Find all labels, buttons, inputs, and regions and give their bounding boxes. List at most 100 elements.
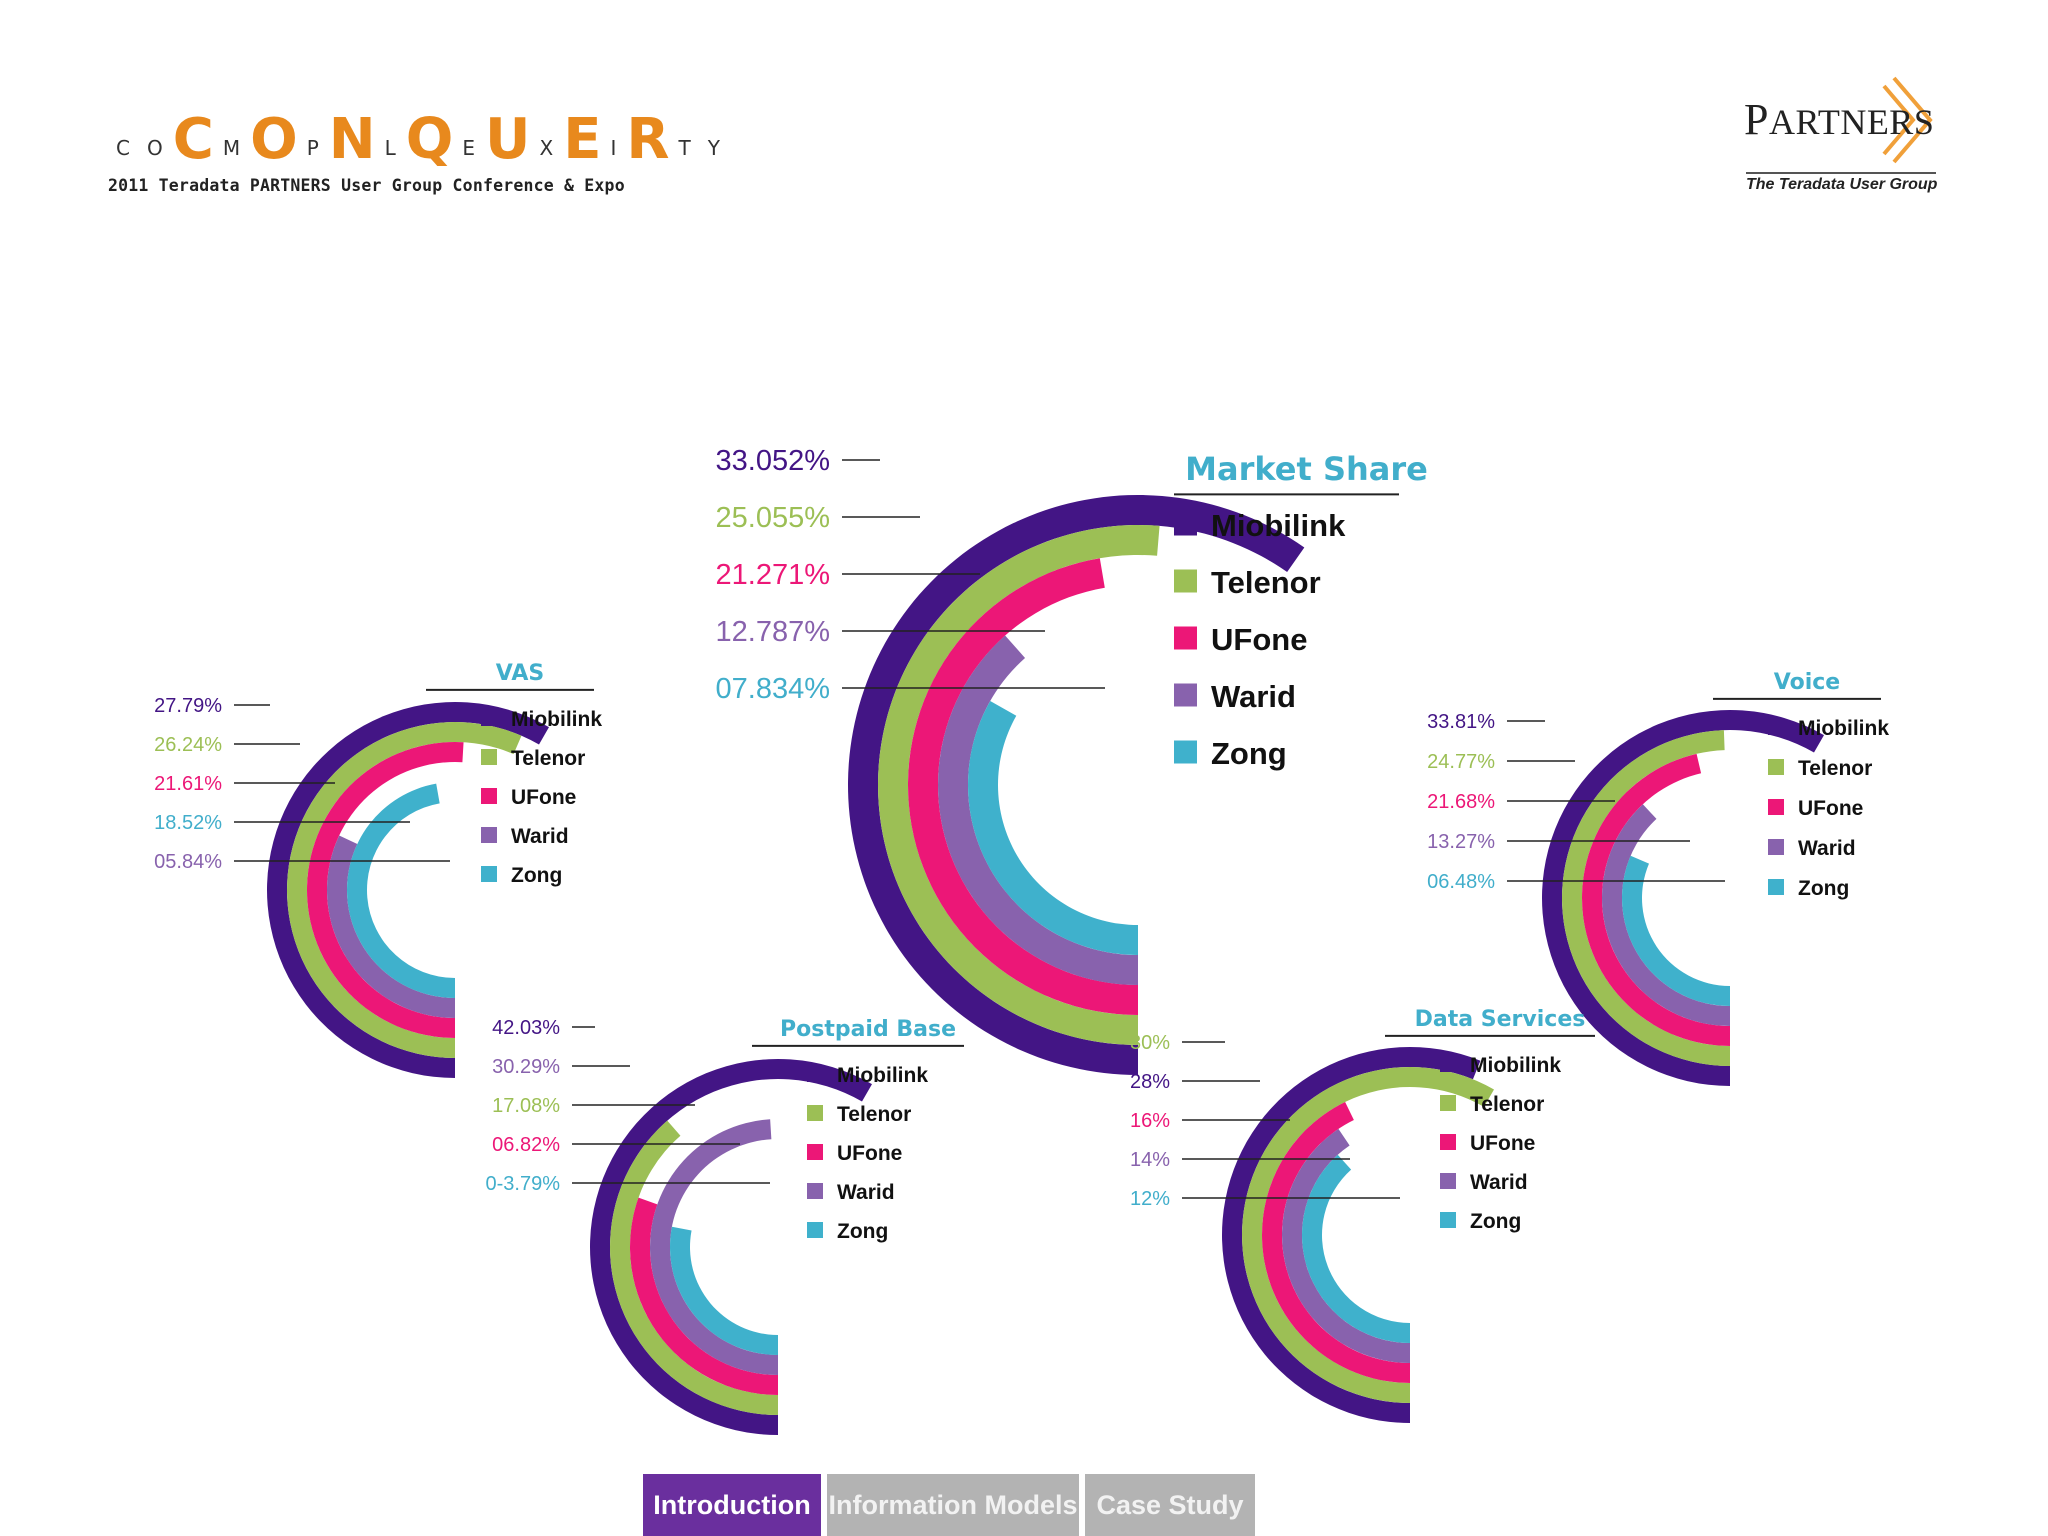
market-share-legend-swatch-ufone [1174, 626, 1197, 650]
partners-logo: PARTNERS The Teradata User Group [1740, 72, 1940, 202]
logo-letter: M [222, 136, 242, 160]
voice-value-label: 24.77% [1427, 751, 1495, 773]
data-services-slice-ufone [1262, 1101, 1410, 1383]
vas-slice-ufone [307, 742, 464, 1038]
voice-slice-warid [1602, 804, 1730, 1026]
market-share-slice-miobilink [847, 494, 1305, 1075]
logo-subtitle: 2011 Teradata PARTNERS User Group Confer… [108, 176, 625, 195]
postpaid-base-slice-telenor [610, 1120, 778, 1415]
market-share-slice-zong [967, 700, 1138, 955]
voice-value-label: 21.68% [1427, 791, 1495, 813]
logo-letter: U [485, 107, 531, 172]
voice-legend-label-miobilink: Miobilink [1798, 717, 1889, 740]
voice-legend-swatch-telenor [1768, 759, 1784, 775]
market-share-legend-label-ufone: UFone [1211, 622, 1307, 657]
data-services-legend-label-warid: Warid [1470, 1171, 1528, 1194]
logo-letter: R [626, 107, 670, 172]
postpaid-base-value-label: 17.08% [492, 1095, 560, 1117]
vas-value-label: 05.84% [154, 851, 222, 873]
vas-legend-label-warid: Warid [511, 825, 569, 848]
vas-legend-swatch-warid [481, 827, 497, 843]
postpaid-base-legend-swatch-telenor [807, 1105, 823, 1121]
logo-letter: C [116, 136, 131, 160]
vas-legend-swatch-zong [481, 866, 497, 882]
tab-case-study[interactable]: Case Study [1085, 1474, 1255, 1536]
logo-letter: Y [707, 136, 721, 160]
voice-legend-swatch-zong [1768, 879, 1784, 895]
postpaid-base-value-label: 42.03% [492, 1017, 560, 1039]
data-services-legend-label-ufone: UFone [1470, 1132, 1535, 1155]
postpaid-base-legend-title: Postpaid Base [780, 1017, 956, 1042]
vas-legend-swatch-miobilink [481, 710, 497, 726]
partners-name-rest: ARTNERS [1768, 102, 1935, 142]
postpaid-base-value-label: 0-3.79% [486, 1173, 561, 1195]
data-services-legend-label-telenor: Telenor [1470, 1093, 1544, 1116]
market-share-value-label: 12.787% [716, 616, 831, 648]
postpaid-base-legend-swatch-zong [807, 1222, 823, 1238]
vas-chart: 27.79% 26.24% 21.61% 18.52% 05.84% VAS Miobili… [154, 661, 602, 1078]
voice-chart: 33.81% 24.77% 21.68% 13.27% 06.48% Voice Miobi… [1427, 670, 1889, 1086]
voice-legend-swatch-miobilink [1768, 719, 1784, 735]
data-services-legend-title: Data Services [1415, 1007, 1586, 1032]
postpaid-base-legend-label-warid: Warid [837, 1181, 895, 1204]
market-share-legend-swatch-warid [1174, 683, 1197, 707]
market-share-legend-swatch-telenor [1174, 569, 1197, 593]
data-services-value-label: 12% [1130, 1188, 1170, 1210]
voice-legend-label-zong: Zong [1798, 877, 1849, 900]
voice-value-label: 33.81% [1427, 711, 1495, 733]
market-share-legend-label-zong: Zong [1211, 736, 1287, 771]
section-nav: Introduction Information Models Case Stu… [643, 1474, 1261, 1536]
postpaid-base-legend-swatch-warid [807, 1183, 823, 1199]
voice-legend-title: Voice [1774, 670, 1840, 695]
postpaid-base-legend-label-ufone: UFone [837, 1142, 902, 1165]
market-share-legend-swatch-zong [1174, 740, 1197, 764]
logo-letter: O [250, 107, 298, 172]
logo-letter: L [384, 136, 397, 160]
voice-legend-label-ufone: UFone [1798, 797, 1863, 820]
postpaid-base-legend-label-miobilink: Miobilink [837, 1064, 928, 1087]
postpaid-base-legend-swatch-ufone [807, 1144, 823, 1160]
vas-slice-zong [347, 783, 455, 998]
data-services-value-label: 14% [1130, 1149, 1170, 1171]
partners-name: PARTNERS [1744, 94, 1934, 145]
vas-value-label: 26.24% [154, 734, 222, 756]
market-share-legend-title: Market Share [1185, 450, 1428, 488]
voice-value-label: 06.48% [1427, 871, 1495, 893]
data-services-value-label: 30% [1130, 1032, 1170, 1054]
market-share-legend-label-miobilink: Miobilink [1211, 508, 1346, 543]
logo-letter: I [610, 136, 618, 160]
postpaid-base-slice-ufone [630, 1197, 778, 1395]
tab-introduction[interactable]: Introduction [643, 1474, 821, 1536]
data-services-legend-label-zong: Zong [1470, 1210, 1521, 1233]
voice-value-label: 13.27% [1427, 831, 1495, 853]
vas-slice-warid [326, 835, 455, 1018]
tab-information-models[interactable]: Information Models [827, 1474, 1079, 1536]
vas-legend-label-miobilink: Miobilink [511, 708, 602, 731]
postpaid-base-legend-label-telenor: Telenor [837, 1103, 911, 1126]
market-share-legend-label-warid: Warid [1211, 679, 1296, 714]
vas-legend-swatch-ufone [481, 788, 497, 804]
data-services-chart: 30% 28% 16% 14% 12% Data Services Miobilink Tel… [1130, 1007, 1595, 1423]
voice-slice-zong [1622, 855, 1730, 1006]
logo-letter: Q [405, 107, 454, 172]
data-services-legend-swatch-warid [1440, 1173, 1456, 1189]
postpaid-base-slice-zong [670, 1226, 778, 1355]
market-share-value-label: 07.834% [716, 673, 831, 705]
partners-tagline: The Teradata User Group [1746, 176, 1938, 193]
data-services-value-label: 28% [1130, 1071, 1170, 1093]
data-services-legend-swatch-zong [1440, 1212, 1456, 1228]
market-share-slice-ufone [907, 558, 1138, 1015]
partners-name-initial: P [1744, 95, 1769, 144]
data-services-value-label: 16% [1130, 1110, 1170, 1132]
partners-divider [1746, 172, 1936, 174]
market-share-value-label: 33.052% [716, 445, 831, 477]
voice-slice-telenor [1562, 730, 1730, 1066]
vas-legend-swatch-telenor [481, 749, 497, 765]
logo-letter: E [462, 136, 477, 160]
voice-slice-ufone [1581, 753, 1730, 1046]
data-services-legend-label-miobilink: Miobilink [1470, 1054, 1561, 1077]
vas-legend-label-zong: Zong [511, 864, 562, 887]
